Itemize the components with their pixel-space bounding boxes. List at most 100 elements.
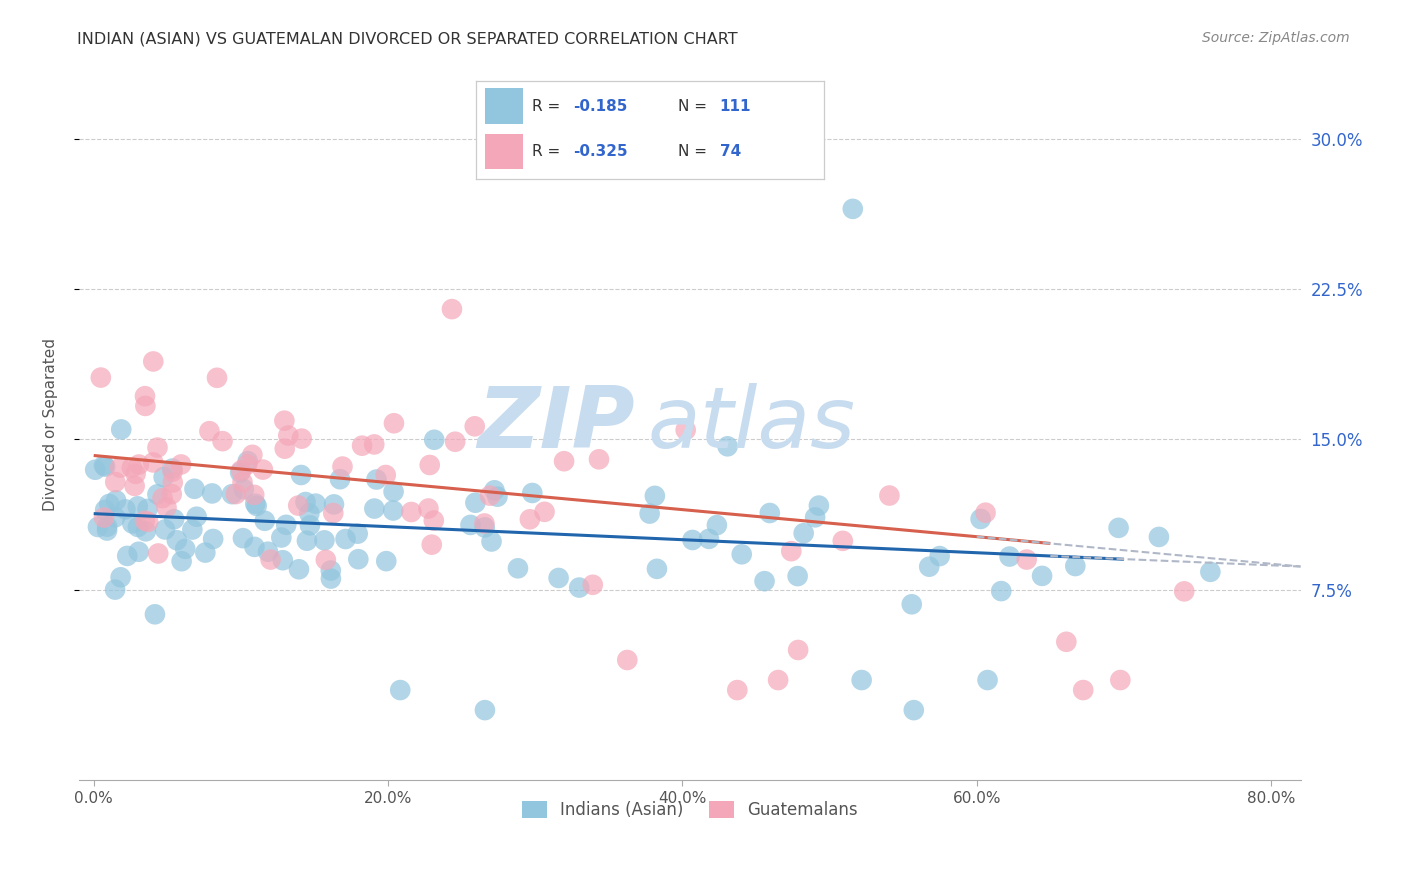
Point	[243, 540, 266, 554]
Point	[243, 488, 266, 502]
Point	[1109, 673, 1132, 687]
Point	[291, 432, 314, 446]
Point	[105, 493, 128, 508]
Point	[155, 500, 177, 515]
Point	[780, 544, 803, 558]
Point	[423, 433, 446, 447]
Point	[148, 546, 170, 560]
Point	[831, 533, 853, 548]
Point	[134, 389, 156, 403]
Point	[124, 467, 146, 481]
Point	[225, 487, 247, 501]
Point	[879, 489, 901, 503]
Point	[136, 515, 159, 529]
Point	[347, 552, 370, 566]
Point	[181, 523, 204, 537]
Point	[236, 454, 259, 468]
Point	[787, 643, 810, 657]
Point	[807, 499, 830, 513]
Point	[162, 475, 184, 490]
Point	[928, 549, 950, 563]
Point	[134, 399, 156, 413]
Point	[298, 507, 321, 521]
Point	[124, 479, 146, 493]
Point	[143, 607, 166, 622]
Point	[170, 458, 193, 472]
Point	[697, 532, 720, 546]
Point	[128, 458, 150, 472]
Point	[294, 495, 316, 509]
Point	[553, 454, 575, 468]
Point	[252, 462, 274, 476]
Point	[918, 559, 941, 574]
Point	[363, 437, 385, 451]
Point	[464, 496, 486, 510]
Point	[232, 483, 254, 497]
Point	[486, 490, 509, 504]
Point	[183, 482, 205, 496]
Point	[804, 510, 827, 524]
Text: atlas: atlas	[647, 383, 855, 466]
Point	[273, 414, 295, 428]
Point	[568, 581, 591, 595]
Point	[94, 459, 117, 474]
Point	[270, 531, 292, 545]
Point	[638, 507, 661, 521]
Point	[108, 460, 131, 475]
Point	[240, 448, 263, 462]
Point	[229, 466, 252, 480]
Point	[221, 487, 243, 501]
Point	[474, 520, 496, 534]
Point	[160, 487, 183, 501]
Point	[96, 519, 118, 533]
Point	[974, 506, 997, 520]
Point	[94, 503, 117, 517]
Point	[174, 541, 197, 556]
Point	[152, 470, 174, 484]
Point	[257, 544, 280, 558]
Point	[522, 486, 544, 500]
Point	[110, 422, 132, 436]
Point	[382, 503, 405, 517]
Text: ZIP: ZIP	[477, 383, 634, 466]
Point	[419, 458, 441, 472]
Point	[1199, 565, 1222, 579]
Legend: Indians (Asian), Guatemalans: Indians (Asian), Guatemalans	[515, 794, 865, 825]
Point	[382, 484, 405, 499]
Point	[162, 465, 184, 479]
Point	[146, 441, 169, 455]
Point	[232, 531, 254, 545]
Point	[166, 533, 188, 548]
Point	[478, 489, 501, 503]
Point	[1054, 634, 1077, 648]
Point	[104, 510, 127, 524]
Point	[259, 552, 281, 566]
Point	[146, 487, 169, 501]
Point	[96, 524, 118, 538]
Point	[332, 459, 354, 474]
Point	[115, 549, 138, 563]
Point	[440, 302, 463, 317]
Point	[759, 506, 782, 520]
Point	[271, 553, 294, 567]
Point	[104, 475, 127, 489]
Point	[134, 514, 156, 528]
Point	[401, 505, 423, 519]
Point	[903, 703, 925, 717]
Point	[236, 458, 259, 472]
Point	[645, 562, 668, 576]
Point	[314, 533, 336, 548]
Point	[706, 518, 728, 533]
Point	[1015, 552, 1038, 566]
Point	[298, 518, 321, 533]
Point	[725, 683, 748, 698]
Point	[375, 554, 398, 568]
Point	[93, 458, 115, 473]
Point	[319, 572, 342, 586]
Point	[128, 545, 150, 559]
Point	[104, 582, 127, 597]
Point	[110, 570, 132, 584]
Point	[766, 673, 789, 687]
Point	[229, 463, 252, 477]
Point	[519, 512, 541, 526]
